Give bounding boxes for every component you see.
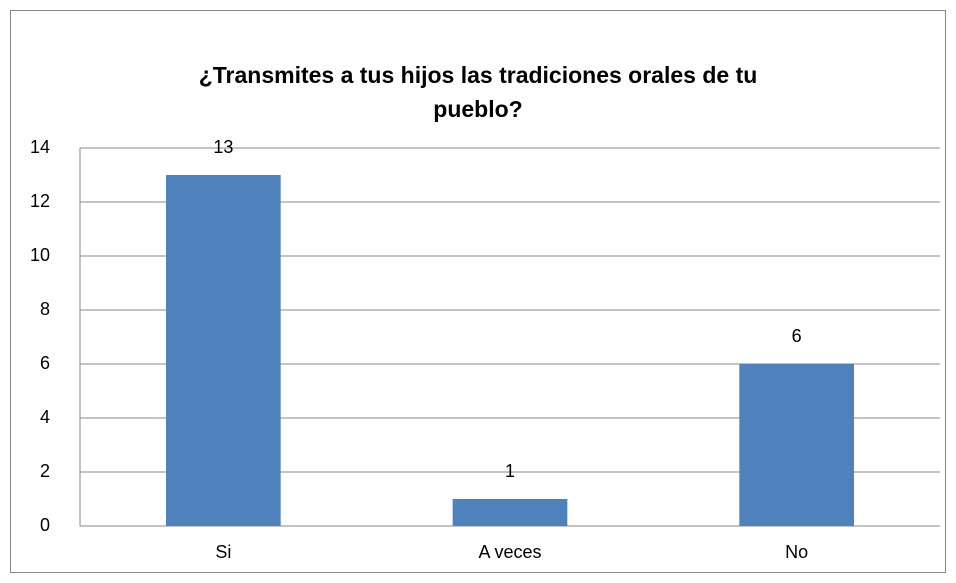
x-tick-label: No [785, 542, 808, 562]
chart-title: ¿Transmites a tus hijos las tradiciones … [198, 62, 758, 122]
y-tick-label: 8 [40, 299, 50, 319]
y-tick-label: 2 [40, 461, 50, 481]
x-tick-label: Si [215, 542, 231, 562]
bar [739, 364, 854, 526]
y-tick-label: 14 [30, 137, 50, 157]
data-label: 13 [213, 137, 233, 157]
data-label: 1 [505, 461, 515, 481]
y-tick-label: 4 [40, 407, 50, 427]
y-tick-label: 12 [30, 191, 50, 211]
x-tick-label: A veces [478, 542, 541, 562]
y-tick-label: 6 [40, 353, 50, 373]
y-tick-label: 0 [40, 515, 50, 535]
bar [166, 175, 281, 526]
y-tick-label: 10 [30, 245, 50, 265]
data-label: 6 [792, 326, 802, 346]
bar [452, 499, 568, 526]
